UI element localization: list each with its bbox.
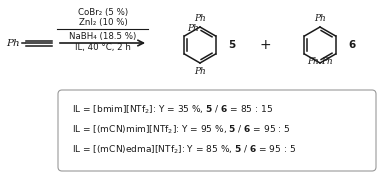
Text: +: +	[259, 38, 271, 52]
Text: 5: 5	[228, 40, 235, 50]
Text: 6: 6	[348, 40, 355, 50]
Text: Ph: Ph	[194, 67, 206, 76]
Text: NaBH₄ (18.5 %): NaBH₄ (18.5 %)	[70, 32, 136, 41]
FancyBboxPatch shape	[58, 90, 376, 171]
Text: IL, 40 °C, 2 h: IL, 40 °C, 2 h	[75, 43, 131, 52]
Text: CoBr₂ (5 %): CoBr₂ (5 %)	[78, 8, 128, 17]
Text: Ph: Ph	[6, 39, 20, 47]
Text: IL = [bmim][NTf$_2$]: Y = 35 %, $\mathbf{5}$ / $\mathbf{6}$ = 85 : 15: IL = [bmim][NTf$_2$]: Y = 35 %, $\mathbf…	[72, 104, 273, 116]
Text: IL = [(mCN)edma][NTf$_2$]: Y = 85 %, $\mathbf{5}$ / $\mathbf{6}$ = 95 : 5: IL = [(mCN)edma][NTf$_2$]: Y = 85 %, $\m…	[72, 144, 296, 157]
Text: ZnI₂ (10 %): ZnI₂ (10 %)	[79, 18, 127, 27]
Text: IL = [(mCN)mim][NTf$_2$]: Y = 95 %, $\mathbf{5}$ / $\mathbf{6}$ = 95 : 5: IL = [(mCN)mim][NTf$_2$]: Y = 95 %, $\ma…	[72, 124, 291, 137]
Text: Ph: Ph	[321, 57, 333, 66]
Text: Ph: Ph	[194, 14, 206, 23]
Text: Ph: Ph	[307, 57, 319, 66]
Text: Ph: Ph	[187, 24, 199, 33]
Text: Ph: Ph	[314, 14, 326, 23]
